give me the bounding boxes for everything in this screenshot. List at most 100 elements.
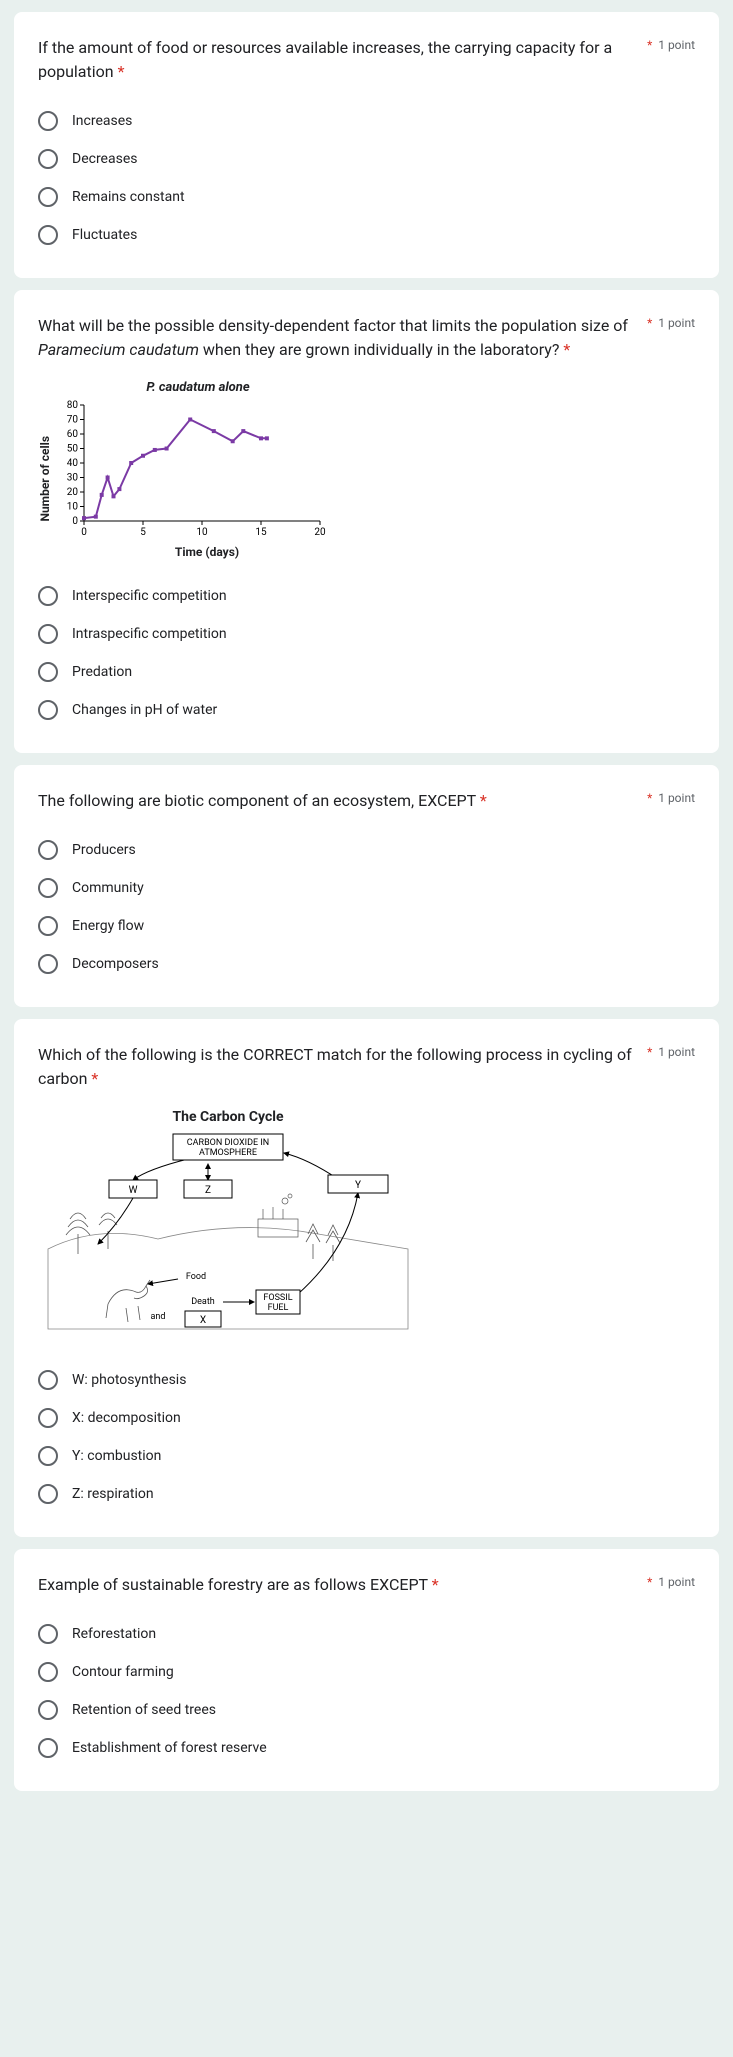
question-text: If the amount of food or resources avail…: [38, 36, 647, 84]
option-label: X: decomposition: [72, 1410, 181, 1426]
svg-text:Z: Z: [205, 1185, 211, 1196]
chart-svg: 0 10 20 30 40 50 60 70 80 0 5 10 15 20: [56, 399, 326, 539]
question-text: What will be the possible density-depend…: [38, 314, 647, 362]
radio-option[interactable]: Decreases: [38, 140, 695, 178]
question-card: The following are biotic component of an…: [14, 765, 719, 1007]
radio-icon: [38, 1370, 58, 1390]
svg-text:10: 10: [196, 527, 208, 538]
radio-option[interactable]: Decomposers: [38, 945, 695, 983]
option-label: Remains constant: [72, 189, 185, 205]
svg-text:20: 20: [314, 527, 326, 538]
svg-text:W: W: [129, 1185, 138, 1196]
radio-icon: [38, 1738, 58, 1758]
svg-text:Food: Food: [186, 1272, 206, 1282]
radio-icon: [38, 662, 58, 682]
radio-icon: [38, 586, 58, 606]
radio-option[interactable]: W: photosynthesis: [38, 1361, 695, 1399]
radio-icon: [38, 149, 58, 169]
option-label: Increases: [72, 113, 132, 129]
radio-option[interactable]: X: decomposition: [38, 1399, 695, 1437]
question-card: Which of the following is the CORRECT ma…: [14, 1019, 719, 1537]
svg-text:15: 15: [255, 527, 267, 538]
radio-icon: [38, 187, 58, 207]
radio-option[interactable]: Interspecific competition: [38, 577, 695, 615]
radio-option[interactable]: Energy flow: [38, 907, 695, 945]
options-group: Increases Decreases Remains constant Flu…: [38, 102, 695, 254]
radio-icon: [38, 111, 58, 131]
question-text: Which of the following is the CORRECT ma…: [38, 1043, 647, 1091]
radio-option[interactable]: Changes in pH of water: [38, 691, 695, 729]
option-label: Reforestation: [72, 1626, 156, 1642]
svg-text:ATMOSPHERE: ATMOSPHERE: [199, 1148, 257, 1158]
radio-option[interactable]: Reforestation: [38, 1615, 695, 1653]
svg-text:Death: Death: [191, 1297, 215, 1307]
svg-text:20: 20: [67, 487, 79, 498]
radio-option[interactable]: Increases: [38, 102, 695, 140]
question-points: * 1 point: [647, 789, 695, 805]
svg-text:FOSSIL: FOSSIL: [263, 1293, 292, 1303]
radio-icon: [38, 878, 58, 898]
svg-text:0: 0: [81, 527, 87, 538]
svg-text:CARBON DIOXIDE IN: CARBON DIOXIDE IN: [187, 1138, 269, 1148]
option-label: Z: respiration: [72, 1486, 154, 1502]
svg-text:10: 10: [67, 502, 79, 513]
question-text: The following are biotic component of an…: [38, 789, 647, 813]
radio-icon: [38, 1484, 58, 1504]
question-card: What will be the possible density-depend…: [14, 290, 719, 753]
radio-icon: [38, 1624, 58, 1644]
radio-option[interactable]: Community: [38, 869, 695, 907]
radio-option[interactable]: Producers: [38, 831, 695, 869]
svg-text:40: 40: [67, 458, 79, 469]
question-card: Example of sustainable forestry are as f…: [14, 1549, 719, 1791]
options-group: Reforestation Contour farming Retention …: [38, 1615, 695, 1767]
radio-icon: [38, 1408, 58, 1428]
question-points: * 1 point: [647, 314, 695, 330]
svg-text:0: 0: [72, 516, 78, 527]
radio-icon: [38, 225, 58, 245]
radio-option[interactable]: Predation: [38, 653, 695, 691]
svg-text:60: 60: [67, 429, 79, 440]
option-label: Establishment of forest reserve: [72, 1740, 267, 1756]
radio-option[interactable]: Establishment of forest reserve: [38, 1729, 695, 1767]
option-label: W: photosynthesis: [72, 1372, 186, 1388]
option-label: Fluctuates: [72, 227, 137, 243]
svg-text:Y: Y: [355, 1180, 361, 1191]
radio-option[interactable]: Intraspecific competition: [38, 615, 695, 653]
radio-option[interactable]: Remains constant: [38, 178, 695, 216]
chart-xlabel: Time (days): [56, 545, 358, 559]
radio-option[interactable]: Y: combustion: [38, 1437, 695, 1475]
chart-title: P. caudatum alone: [38, 380, 358, 395]
radio-option[interactable]: Fluctuates: [38, 216, 695, 254]
option-label: Interspecific competition: [72, 588, 227, 604]
question-points: * 1 point: [647, 1573, 695, 1589]
svg-text:80: 80: [67, 400, 79, 411]
option-label: Contour farming: [72, 1664, 174, 1680]
radio-option[interactable]: Z: respiration: [38, 1475, 695, 1513]
question-text: Example of sustainable forestry are as f…: [38, 1573, 647, 1597]
options-group: Producers Community Energy flow Decompos…: [38, 831, 695, 983]
svg-text:70: 70: [67, 415, 79, 426]
carbon-svg: CARBON DIOXIDE IN ATMOSPHERE W Z Y Food D…: [38, 1129, 418, 1339]
radio-icon: [38, 840, 58, 860]
chart-ylabel: Number of cells: [38, 436, 52, 522]
svg-text:30: 30: [67, 473, 79, 484]
option-label: Community: [72, 880, 144, 896]
question-card: If the amount of food or resources avail…: [14, 12, 719, 278]
radio-icon: [38, 916, 58, 936]
option-label: Y: combustion: [72, 1448, 161, 1464]
option-label: Producers: [72, 842, 136, 858]
svg-text:5: 5: [140, 527, 146, 538]
svg-text:X: X: [200, 1315, 206, 1326]
svg-text:50: 50: [67, 444, 79, 455]
carbon-cycle-diagram: The Carbon Cycle: [38, 1109, 695, 1343]
option-label: Retention of seed trees: [72, 1702, 216, 1718]
radio-icon: [38, 1446, 58, 1466]
question-points: * 1 point: [647, 36, 695, 52]
radio-option[interactable]: Retention of seed trees: [38, 1691, 695, 1729]
radio-option[interactable]: Contour farming: [38, 1653, 695, 1691]
radio-icon: [38, 624, 58, 644]
option-label: Energy flow: [72, 918, 144, 934]
carbon-title: The Carbon Cycle: [38, 1109, 418, 1125]
options-group: W: photosynthesis X: decomposition Y: co…: [38, 1361, 695, 1513]
option-label: Intraspecific competition: [72, 626, 227, 642]
